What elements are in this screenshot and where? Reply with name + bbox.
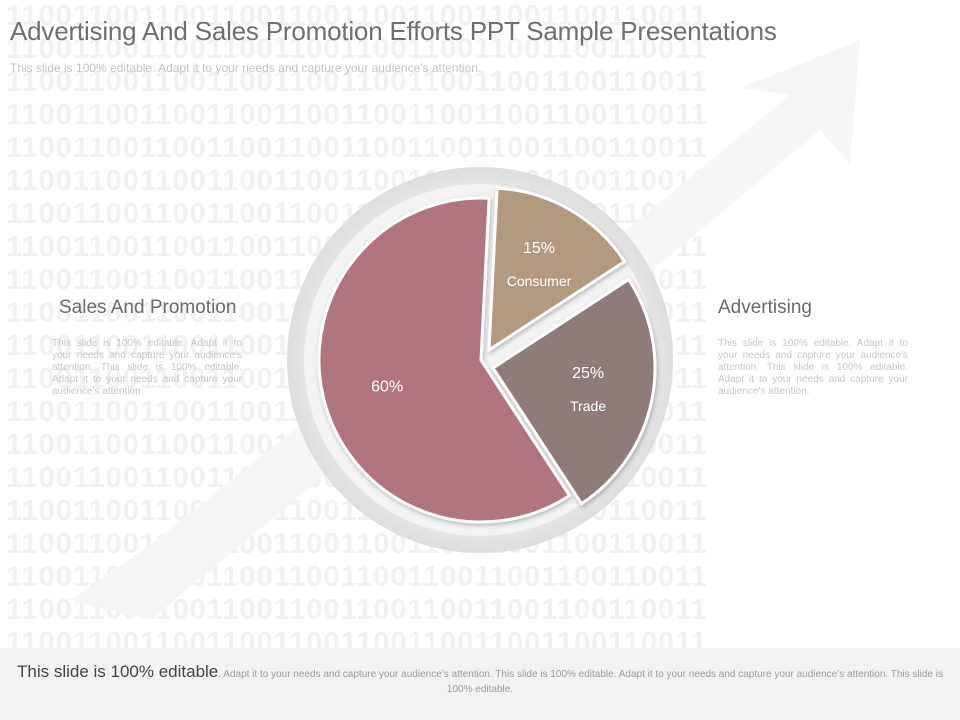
right-panel-text: This slide is 100% editable. Adapt it to…: [718, 338, 908, 397]
pie-slice-consumer: [487, 186, 627, 353]
left-panel-heading: Sales And Promotion: [59, 297, 237, 318]
footer-bar: This slide is 100% editable. Adapt it to…: [0, 648, 960, 720]
pie-category-label: Trade: [570, 398, 606, 414]
footer-body-text: . Adapt it to your needs and capture you…: [218, 669, 943, 695]
footer-lead-text: This slide is 100% editable: [16, 662, 219, 681]
pie-slice-trade: [490, 277, 657, 506]
right-panel-heading: Advertising: [718, 297, 812, 318]
pie-value-label: 25%: [572, 365, 604, 382]
page-title: Advertising And Sales Promotion Efforts …: [10, 16, 777, 46]
pie-value-label: 15%: [523, 240, 555, 257]
pie-category-label: Consumer: [507, 273, 572, 289]
left-panel-text: This slide is 100% editable. Adapt it to…: [52, 338, 242, 397]
page-subtitle: This slide is 100% editable. Adapt it to…: [10, 61, 482, 75]
pie-chart: 15% Consumer 25% Trade 60%: [287, 167, 673, 553]
pie-value-label: 60%: [371, 378, 403, 395]
pie-slice-sales-promotion: [317, 196, 572, 524]
